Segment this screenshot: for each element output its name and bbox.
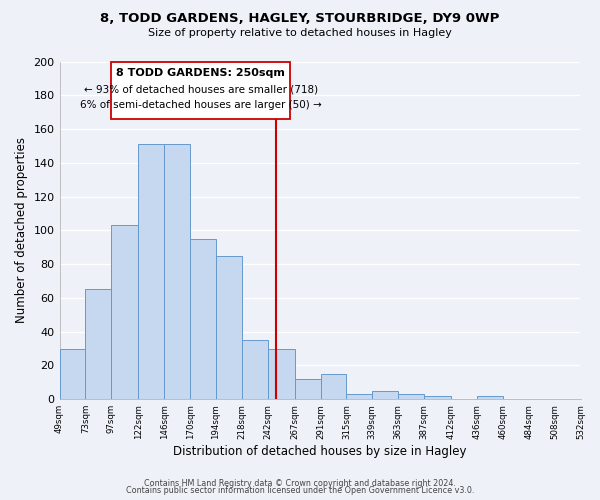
Bar bbox=[242, 340, 268, 399]
Bar bbox=[85, 290, 112, 399]
Text: 8, TODD GARDENS, HAGLEY, STOURBRIDGE, DY9 0WP: 8, TODD GARDENS, HAGLEY, STOURBRIDGE, DY… bbox=[100, 12, 500, 26]
Bar bbox=[295, 379, 320, 399]
Text: Contains HM Land Registry data © Crown copyright and database right 2024.: Contains HM Land Registry data © Crown c… bbox=[144, 478, 456, 488]
Text: ← 93% of detached houses are smaller (718): ← 93% of detached houses are smaller (71… bbox=[84, 84, 318, 94]
Bar bbox=[424, 396, 451, 399]
Bar bbox=[59, 348, 85, 399]
Y-axis label: Number of detached properties: Number of detached properties bbox=[15, 138, 28, 324]
Bar bbox=[477, 396, 503, 399]
Text: Size of property relative to detached houses in Hagley: Size of property relative to detached ho… bbox=[148, 28, 452, 38]
Text: 6% of semi-detached houses are larger (50) →: 6% of semi-detached houses are larger (5… bbox=[80, 100, 322, 110]
Bar bbox=[138, 144, 164, 399]
Bar bbox=[268, 348, 295, 399]
Bar bbox=[216, 256, 242, 399]
Bar bbox=[112, 226, 138, 399]
Bar bbox=[398, 394, 424, 399]
Text: 8 TODD GARDENS: 250sqm: 8 TODD GARDENS: 250sqm bbox=[116, 68, 285, 78]
Bar bbox=[320, 374, 346, 399]
Bar bbox=[346, 394, 373, 399]
X-axis label: Distribution of detached houses by size in Hagley: Distribution of detached houses by size … bbox=[173, 444, 467, 458]
Bar bbox=[190, 239, 216, 399]
Text: Contains public sector information licensed under the Open Government Licence v3: Contains public sector information licen… bbox=[126, 486, 474, 495]
Bar bbox=[373, 391, 398, 399]
Bar bbox=[112, 62, 290, 119]
Bar bbox=[164, 144, 190, 399]
